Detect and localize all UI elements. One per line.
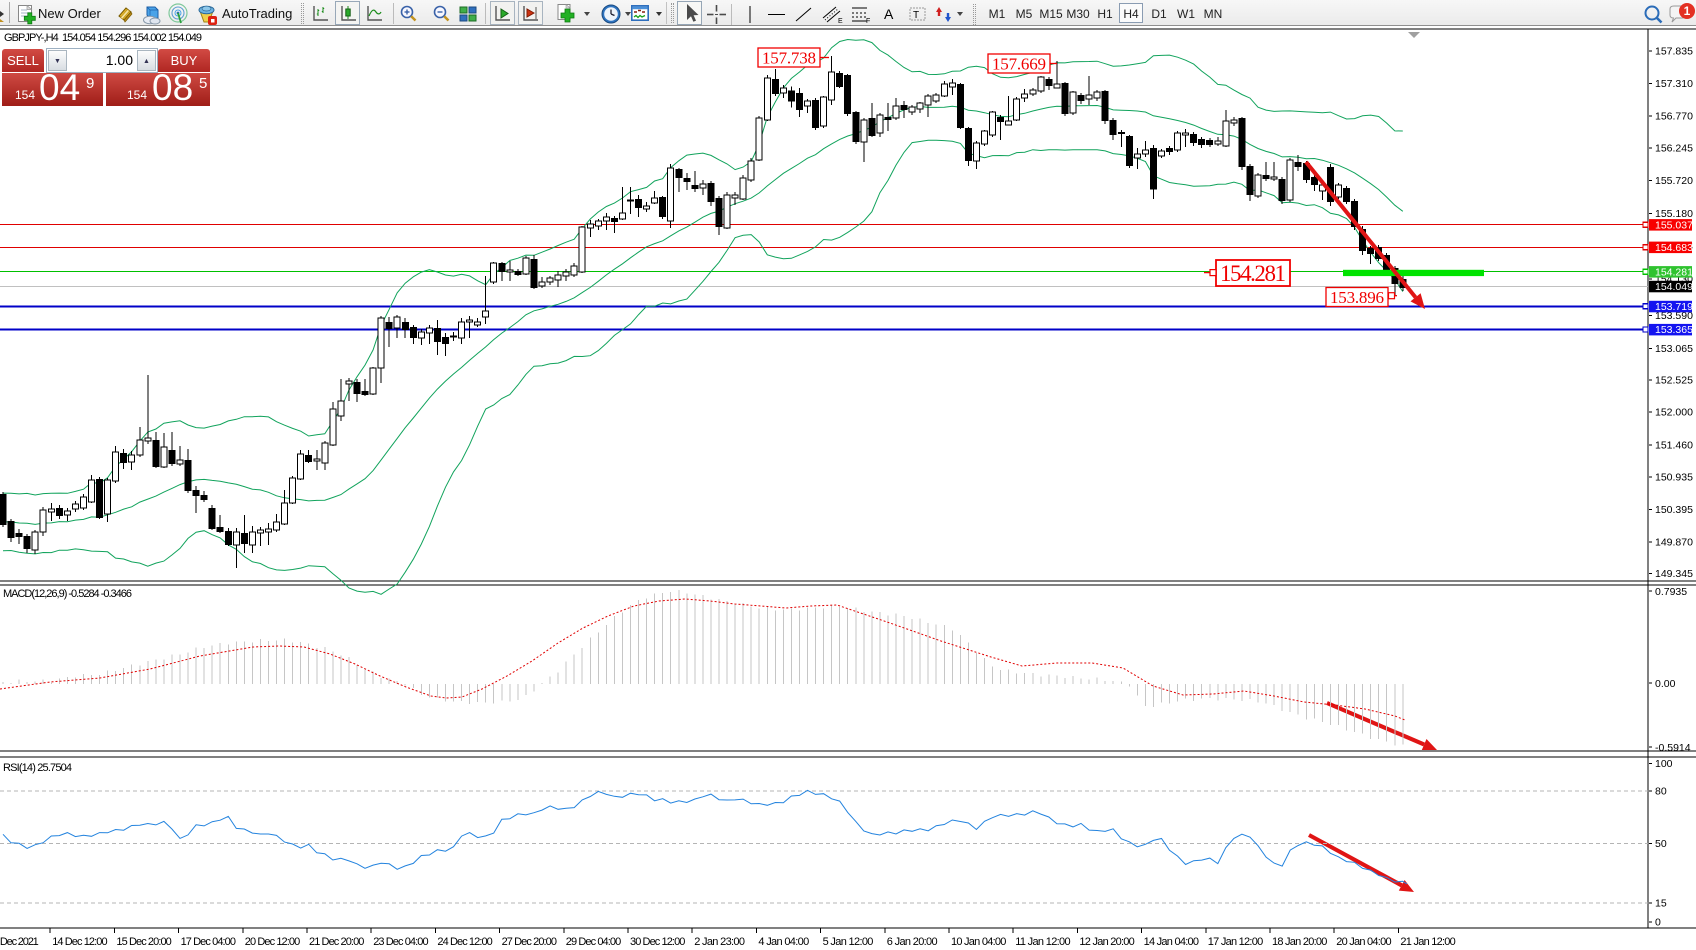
svg-text:153.896: 153.896 [1330, 288, 1384, 307]
svg-text:MACD(12,26,9) -0.5284 -0.3466: MACD(12,26,9) -0.5284 -0.3466 [3, 588, 132, 600]
svg-text:11 Jan 12:00: 11 Jan 12:00 [1015, 936, 1070, 948]
svg-text:27 Dec 20:00: 27 Dec 20:00 [502, 936, 557, 948]
svg-text:0.00: 0.00 [1655, 678, 1676, 690]
svg-text:21 Dec 20:00: 21 Dec 20:00 [309, 936, 364, 948]
svg-text:-0.5914: -0.5914 [1655, 742, 1691, 754]
svg-text:5 Jan 12:00: 5 Jan 12:00 [823, 936, 874, 948]
svg-text:F: F [866, 18, 870, 24]
svg-text:154.281: 154.281 [1655, 266, 1693, 278]
svg-text:152.000: 152.000 [1655, 407, 1693, 419]
svg-text:23 Dec 04:00: 23 Dec 04:00 [373, 936, 428, 948]
svg-text:80: 80 [1655, 786, 1667, 798]
svg-text:20 Jan 04:00: 20 Jan 04:00 [1336, 936, 1391, 948]
svg-text:157.835: 157.835 [1655, 46, 1693, 58]
svg-text:154.281: 154.281 [1220, 261, 1286, 286]
svg-text:0: 0 [1655, 917, 1661, 929]
svg-text:100: 100 [1655, 758, 1673, 770]
svg-text:14 Jan 04:00: 14 Jan 04:00 [1144, 936, 1199, 948]
svg-text:153.065: 153.065 [1655, 343, 1693, 355]
svg-text:153.365: 153.365 [1655, 324, 1693, 336]
svg-text:12 Jan 20:00: 12 Jan 20:00 [1079, 936, 1134, 948]
svg-text:6 Jan 20:00: 6 Jan 20:00 [887, 936, 938, 948]
svg-text:149.870: 149.870 [1655, 536, 1693, 548]
svg-text:50: 50 [1655, 838, 1667, 850]
svg-text:154.683: 154.683 [1655, 242, 1693, 254]
svg-text:150.395: 150.395 [1655, 504, 1693, 516]
svg-text:156.770: 156.770 [1655, 111, 1693, 123]
svg-text:10 Jan 04:00: 10 Jan 04:00 [951, 936, 1006, 948]
svg-text:154.049: 154.049 [1655, 281, 1693, 293]
svg-text:E: E [838, 18, 843, 24]
svg-text:RSI(14) 25.7504: RSI(14) 25.7504 [3, 762, 72, 774]
svg-text:4 Jan 04:00: 4 Jan 04:00 [758, 936, 809, 948]
svg-text:153.590: 153.590 [1655, 310, 1693, 322]
svg-text:151.460: 151.460 [1655, 440, 1693, 452]
svg-text:155.720: 155.720 [1655, 175, 1693, 187]
svg-text:15: 15 [1655, 898, 1667, 910]
svg-text:17 Dec 04:00: 17 Dec 04:00 [181, 936, 236, 948]
svg-text:21 Jan 12:00: 21 Jan 12:00 [1400, 936, 1455, 948]
svg-text:157.310: 157.310 [1655, 78, 1693, 90]
svg-text:T: T [913, 10, 919, 21]
svg-text:14 Dec 12:00: 14 Dec 12:00 [52, 936, 107, 948]
svg-text:GBPJPY-,H4 154.054 154.296 15: GBPJPY-,H4 154.054 154.296 154.002 154.0… [4, 32, 202, 44]
svg-text:156.245: 156.245 [1655, 143, 1693, 155]
svg-text:1: 1 [1684, 4, 1691, 18]
svg-text:24 Dec 12:00: 24 Dec 12:00 [437, 936, 492, 948]
svg-text:149.345: 149.345 [1655, 568, 1693, 580]
svg-text:155.037: 155.037 [1655, 219, 1693, 231]
svg-text:157.669: 157.669 [992, 54, 1046, 73]
svg-text:15 Dec 20:00: 15 Dec 20:00 [116, 936, 171, 948]
svg-text:153.719: 153.719 [1655, 301, 1693, 313]
svg-text:0.7935: 0.7935 [1655, 586, 1687, 598]
svg-text:152.525: 152.525 [1655, 375, 1693, 387]
svg-text:157.738: 157.738 [762, 48, 816, 67]
svg-text:29 Dec 04:00: 29 Dec 04:00 [566, 936, 621, 948]
svg-text:18 Jan 20:00: 18 Jan 20:00 [1272, 936, 1327, 948]
svg-text:150.935: 150.935 [1655, 472, 1693, 484]
svg-text:30 Dec 12:00: 30 Dec 12:00 [630, 936, 685, 948]
svg-text:2 Jan 23:00: 2 Jan 23:00 [694, 936, 745, 948]
svg-text:155.180: 155.180 [1655, 208, 1693, 220]
svg-text:13 Dec 2021: 13 Dec 2021 [0, 936, 39, 948]
svg-text:17 Jan 12:00: 17 Jan 12:00 [1208, 936, 1263, 948]
svg-text:20 Dec 12:00: 20 Dec 12:00 [245, 936, 300, 948]
